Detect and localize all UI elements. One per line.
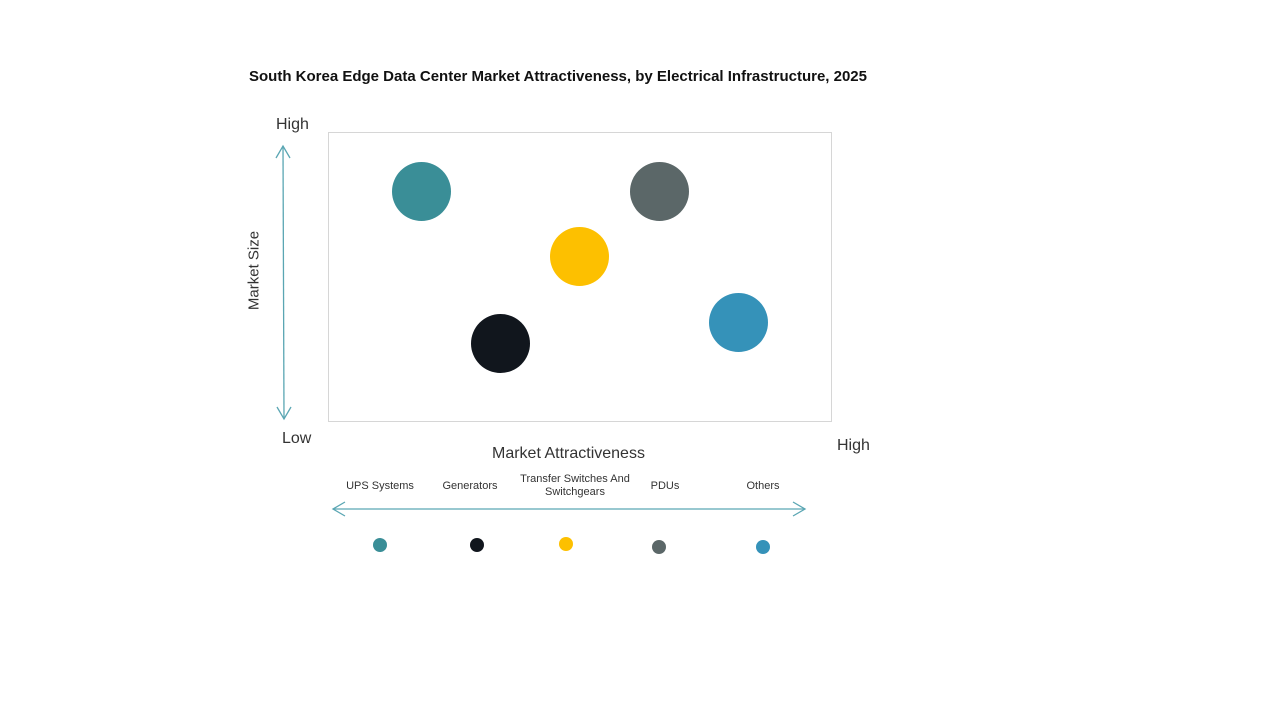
bubble-pdus — [630, 162, 689, 221]
plot-area — [328, 132, 832, 422]
y-axis-arrow-icon — [275, 144, 292, 421]
legend-label-pdus: PDUs — [650, 480, 680, 492]
legend-label-ups-systems: UPS Systems — [346, 480, 414, 492]
bubble-transfer-switches — [550, 227, 609, 286]
x-axis-title: Market Attractiveness — [492, 445, 645, 462]
y-axis-high-label: High — [276, 116, 309, 133]
legend-label-generators: Generators — [442, 480, 498, 492]
bubble-others — [709, 293, 768, 352]
y-axis-title: Market Size — [245, 230, 263, 311]
bubble-generators — [471, 314, 530, 373]
legend-label-others: Others — [746, 480, 780, 492]
bubble-ups-systems — [392, 162, 451, 221]
legend-dot-transfer-switches — [559, 537, 573, 551]
legend-axis-arrow-icon — [331, 501, 807, 517]
chart-title: South Korea Edge Data Center Market Attr… — [249, 68, 867, 85]
legend-dot-pdus — [652, 540, 666, 554]
legend-label-transfer-switches: Transfer Switches And Switchgears — [520, 473, 630, 498]
legend-dot-others — [756, 540, 770, 554]
x-axis-high-label: High — [837, 437, 870, 454]
legend-dot-ups-systems — [373, 538, 387, 552]
y-axis-low-label: Low — [282, 430, 312, 447]
legend-dot-generators — [470, 538, 484, 552]
